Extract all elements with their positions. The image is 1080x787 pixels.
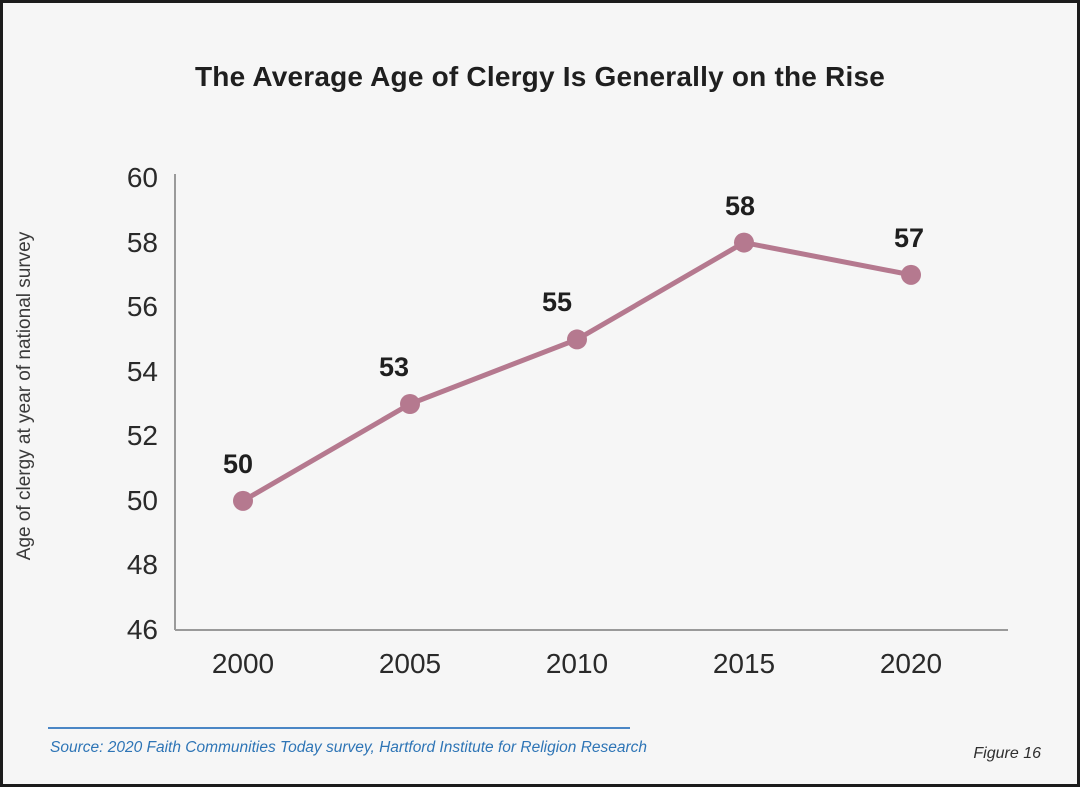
chart-title: The Average Age of Clergy Is Generally o…	[195, 61, 885, 92]
data-point	[901, 264, 921, 285]
data-point	[734, 232, 754, 253]
y-tick-label: 54	[126, 355, 158, 387]
y-tick-label: 56	[126, 291, 158, 323]
x-tick-label: 2000	[211, 648, 275, 679]
y-tick-label: 48	[126, 549, 158, 581]
figure-number-label: Figure 16	[973, 745, 1041, 762]
source-text: Source: 2020 Faith Communities Today sur…	[50, 739, 648, 756]
data-point	[400, 394, 420, 415]
data-point-label: 53	[378, 352, 410, 382]
y-tick-label: 46	[126, 614, 158, 645]
x-tick-label: 2020	[879, 648, 943, 679]
data-point-label: 57	[893, 222, 925, 253]
y-tick-label: 60	[126, 162, 158, 193]
x-tick-label: 2010	[545, 648, 609, 679]
data-point-label: 55	[541, 287, 573, 318]
source-divider-line	[48, 727, 630, 729]
data-point	[567, 329, 587, 350]
trend-line	[240, 240, 914, 504]
y-tick-label: 58	[126, 226, 158, 258]
x-tick-label: 2015	[712, 648, 776, 679]
y-tick-label: 52	[126, 420, 158, 452]
x-tick-label: 2005	[378, 648, 442, 679]
data-point-label: 50	[222, 448, 254, 479]
plot-area	[174, 174, 1008, 631]
data-point	[233, 490, 253, 511]
data-point-label: 58	[724, 190, 756, 221]
y-tick-label: 50	[126, 484, 158, 516]
